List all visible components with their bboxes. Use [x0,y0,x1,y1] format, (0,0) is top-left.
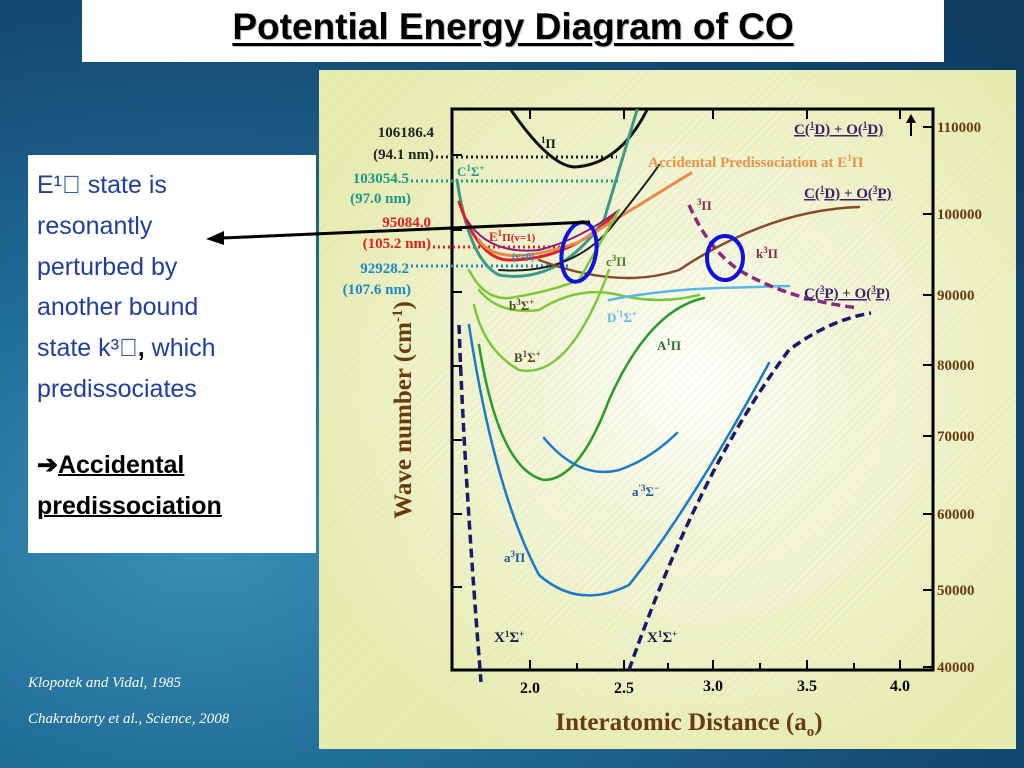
dissoc-label-2: C(1D) + O(3P) [804,184,892,202]
label-A1pi: A1Π [657,337,681,353]
x-tick-5: 4.0 [890,678,910,695]
x-axis-label: Interatomic Distance (ao) [555,709,822,740]
desc-line-5c: which [144,334,216,363]
y-axis-label: Wave number (cm-1) [390,301,417,519]
curve-b3sigma [477,288,701,312]
x-tick-marks [529,109,901,670]
y-tick-marks [452,126,933,668]
curve-E-inner [466,209,620,252]
x-tick-4: 3.5 [797,678,817,695]
curve-k3-dissoc [687,204,860,310]
desc-line-5a: state k³  [37,334,138,363]
label-X1sigma-right: X1Σ+ [647,629,677,646]
curve-B1sigma [472,268,611,373]
citation-1: Klopotek and Vidal, 1985 [28,675,182,691]
level-2-nm: (97.0 nm) [350,191,411,207]
y-tick-2: 100000 [937,207,982,223]
label-c3pi: c3Π [606,253,626,269]
plot-frame [450,107,935,672]
desc-emph-1: ➔Accidental [37,445,308,486]
y-tick-8: 40000 [937,660,975,676]
perturbation-circle-right [705,234,745,282]
level-1-nm: (94.1 nm) [373,147,434,163]
desc-line-4: another bound [37,293,199,322]
curve-X1sigma-left [457,324,483,683]
label-X1sigma-left: X1Σ+ [494,629,524,646]
label-b3sigma: b3Σ+ [509,297,534,313]
diagram-hatch [319,70,1016,749]
slide-title: Potential Energy Diagram of CO [232,6,794,47]
y-tick-6: 60000 [937,507,975,523]
dissoc-label-1: C(1D) + O(1D) [794,120,883,138]
desc-line-3: perturbed by [37,252,178,281]
curve-c3pi [467,208,621,300]
x-tick-1: 2.0 [520,680,540,697]
desc-line-2: resonantly [37,211,153,240]
y-tick-3: 90000 [937,288,975,304]
label-E1pi: E1Π(v=1) [489,228,536,244]
curve-A1pi [477,296,706,482]
label-3pi: 3Π [697,197,712,213]
desc-line-6: predissociates [37,374,197,403]
level-3-nm: (105.2 nm) [363,236,431,252]
curve-a3sigma [542,431,679,474]
y-tick-5: 70000 [937,429,975,445]
potential-energy-diagram: 2.0 2.5 3.0 3.5 4.0 110000 100000 90000 … [319,70,1016,749]
citation-2: Chakraborty et al., Science, 2008 [28,711,230,727]
dissoc-label-3: C(3P) + O(3P) [804,284,890,302]
description-box: E¹  state is resonantly perturbed by ano… [28,155,316,553]
curve-accidental [477,171,693,257]
arrow-icon: ➔ [37,450,58,479]
desc-emph-2: predissociation [37,491,222,520]
y-tick-7: 50000 [937,583,975,599]
curve-X1sigma-right [627,311,872,671]
level-1-value: 106186.4 [378,125,435,141]
x-tick-3: 3.0 [703,678,723,695]
level-3-value: 95084.0 [382,215,431,231]
label-a3sigma: a'3Σ− [632,483,659,499]
label-D1sigma: D'1Σ+ [607,309,637,325]
diagram-svg: 2.0 2.5 3.0 3.5 4.0 110000 100000 90000 … [319,70,1016,749]
level-4-nm: (107.6 nm) [343,282,411,298]
title-box: Potential Energy Diagram of CO [82,0,944,62]
x-tick-2: 2.5 [614,680,634,697]
accidental-label: Accidental Predissociation at E1Π [648,153,864,171]
up-arrow-icon [906,114,916,136]
curve-a3pi [467,323,771,597]
desc-line-5: state k³ , which [37,328,308,369]
label-C1sigma: C1Σ+ [457,163,485,179]
label-v0: (v=0) [512,252,534,263]
desc-emph-1-text: Accidental [57,450,185,479]
label-B1sigma: B1Σ+ [514,349,541,365]
level-2-value: 103054.5 [353,171,409,187]
label-a3pi: a3Π [504,549,525,565]
y-tick-1: 110000 [937,120,981,136]
desc-line-1: E¹  state is [37,171,167,199]
level-4-value: 92928.2 [360,261,409,277]
desc-line-5b: , [137,334,145,363]
y-tick-4: 80000 [937,358,975,374]
label-1pi: 1Π [541,135,556,151]
label-k3pi: k3Π [756,245,778,261]
